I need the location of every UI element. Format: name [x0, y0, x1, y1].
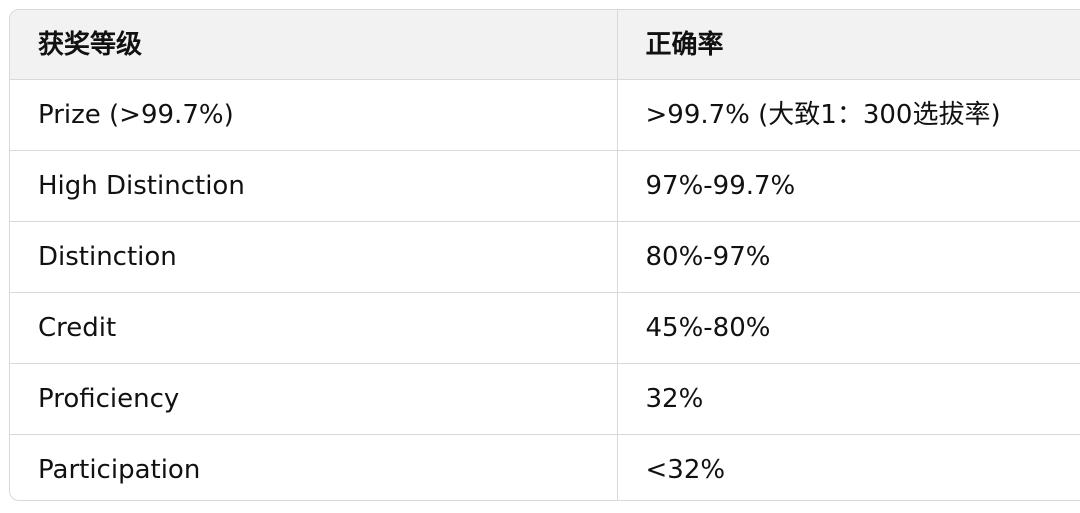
award-table: 获奖等级 正确率 Prize (>99.7%) >99.7% (大致1：300选…	[10, 10, 1080, 500]
cell-accuracy: 45%-80%	[616, 292, 1080, 364]
cell-accuracy: >99.7% (大致1：300选拔率)	[616, 79, 1080, 151]
table-row: Prize (>99.7%) >99.7% (大致1：300选拔率)	[10, 79, 1080, 151]
table-header-row: 获奖等级 正确率	[10, 10, 1080, 80]
cell-accuracy: <32%	[616, 434, 1080, 500]
award-table-container: 获奖等级 正确率 Prize (>99.7%) >99.7% (大致1：300选…	[9, 9, 1080, 501]
cell-award-level: Participation	[38, 455, 201, 485]
table-row: Participation <32%	[10, 434, 1080, 500]
table-row: Distinction 80%-97%	[10, 221, 1080, 293]
cell-accuracy: 97%-99.7%	[616, 150, 1080, 222]
header-award-level: 获奖等级	[10, 10, 617, 80]
cell-accuracy: 32%	[616, 363, 1080, 435]
cell-award-level: Proficiency	[10, 363, 617, 435]
header-accuracy: 正确率	[616, 10, 1080, 80]
cell-accuracy: 80%-97%	[616, 221, 1080, 293]
table-row: Proficiency 32%	[10, 363, 1080, 435]
cell-award-level: High Distinction	[10, 150, 617, 222]
cell-award-level: Credit	[10, 292, 617, 364]
table-row: High Distinction 97%-99.7%	[10, 150, 1080, 222]
table-row: Credit 45%-80%	[10, 292, 1080, 364]
cell-award-level: Prize (>99.7%)	[10, 79, 617, 151]
cell-award-level: Distinction	[10, 221, 617, 293]
